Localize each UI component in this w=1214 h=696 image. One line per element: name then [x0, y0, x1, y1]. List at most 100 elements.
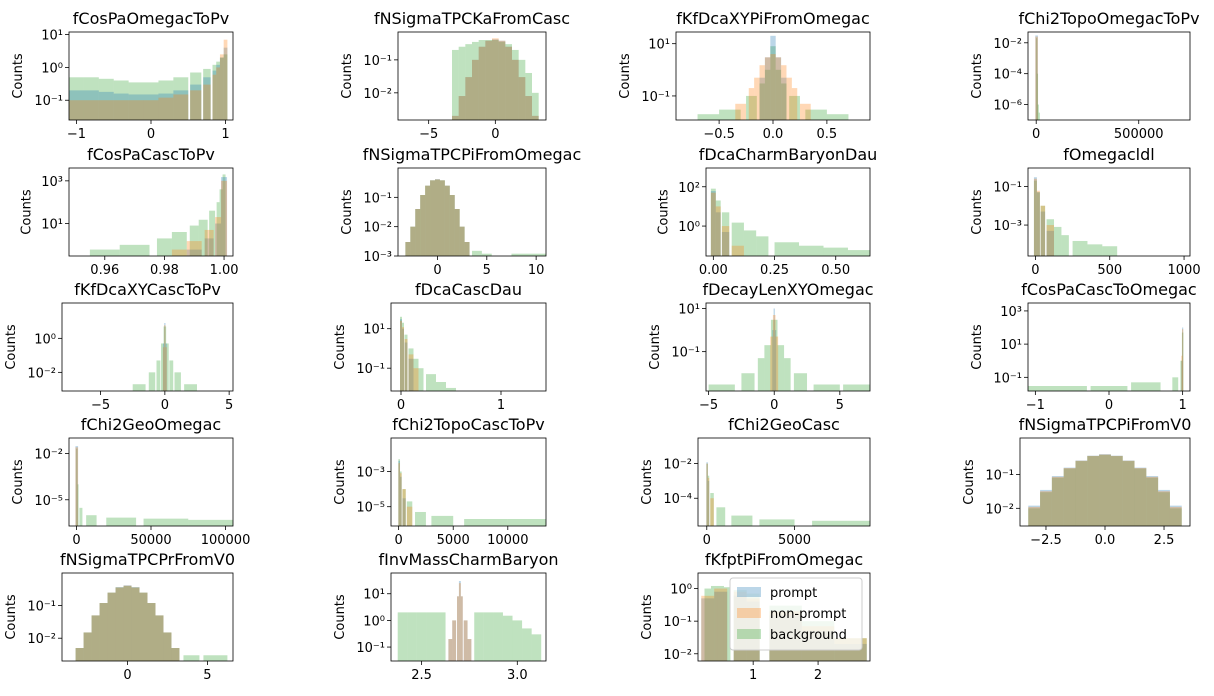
bar-prompt: [1146, 476, 1159, 526]
panel-fChi2GeoCasc: 0 5000 10⁻⁴ 10⁻² fChi2GeoCasc Counts: [640, 415, 871, 548]
bar-non-prompt: [448, 639, 453, 661]
bar-prompt: [91, 615, 100, 661]
y-tick-label: 10⁻³: [993, 219, 1022, 234]
y-axis-label: Counts: [19, 189, 34, 235]
bar-prompt: [1046, 230, 1055, 256]
bar-non-prompt: [706, 463, 708, 526]
bar-non-prompt: [459, 226, 465, 256]
bar-non-prompt: [75, 447, 79, 526]
bar-background: [1180, 360, 1182, 391]
axes-frame: [68, 167, 234, 257]
bar-non-prompt: [123, 585, 132, 661]
bar-background: [502, 615, 513, 661]
panel-title: fCosPaOmegacToPv: [73, 9, 229, 28]
bar-background: [1051, 477, 1064, 526]
bar-prompt: [204, 238, 214, 256]
bar-non-prompt: [710, 498, 714, 526]
axes-frame: [705, 167, 871, 257]
bar-non-prompt: [748, 88, 755, 120]
bar-background: [789, 95, 800, 120]
bar-prompt: [775, 57, 782, 120]
bar-prompt: [203, 77, 211, 120]
bar-prompt: [452, 115, 459, 120]
y-tick-label: 10⁻¹: [993, 371, 1022, 386]
bar-non-prompt: [799, 103, 811, 120]
bar-prompt: [781, 77, 787, 120]
bar-prompt: [425, 185, 431, 256]
bar-prompt: [492, 39, 499, 120]
bar-background: [113, 80, 129, 120]
bar-background: [759, 83, 765, 120]
panel-fDcaCharmBaryonDau: 0.00 0.25 0.50 10⁰ 10² fDcaCharmBaryonDau Coun…: [656, 145, 877, 278]
bar-prompt: [759, 77, 765, 120]
x-tick-label: 0: [397, 398, 405, 413]
bar-background: [174, 372, 181, 391]
x-tick-label: 1000: [1168, 263, 1201, 278]
bar-background: [784, 358, 791, 391]
bar-prompt: [1182, 327, 1184, 391]
panel-fKfDcaXYPiFromOmegac: −0.5 0.0 0.5 10⁻¹ 10¹ fKfDcaXYPiFromOmegac Cou…: [618, 9, 871, 142]
bar-background: [799, 245, 824, 256]
y-tick-label: 10¹: [363, 588, 385, 603]
y-axis-label: Counts: [4, 594, 19, 640]
bar-background: [708, 384, 735, 391]
axes-frame: [1027, 302, 1191, 392]
y-tick-label: 10¹: [648, 38, 670, 53]
bar-background: [83, 632, 92, 661]
y-axis-label: Counts: [970, 53, 985, 99]
bar-prompt: [452, 620, 457, 661]
bar-background: [756, 236, 769, 256]
bar-background: [431, 515, 454, 526]
bar-non-prompt: [512, 59, 519, 120]
x-tick-label: 0: [72, 533, 80, 548]
panel-title: fNSigmaTPCPiFromV0: [1019, 415, 1192, 434]
bar-background: [219, 189, 223, 256]
bar-background: [131, 587, 140, 661]
bar-background: [764, 69, 771, 120]
bar-prompt: [190, 84, 202, 120]
bar-background: [717, 585, 724, 661]
bar-non-prompt: [165, 347, 167, 391]
bar-background: [710, 188, 716, 256]
bar-background: [400, 471, 402, 526]
bar-non-prompt: [458, 96, 466, 120]
panel-fOmegacldl: 0 500 1000 10⁻³ 10⁻¹ fOmegacldl Counts: [970, 145, 1200, 278]
bar-background: [1036, 38, 1038, 120]
y-tick-label: 10⁻²: [363, 221, 392, 236]
axes-frame: [390, 302, 547, 392]
x-tick-label: 1: [749, 668, 757, 683]
bar-non-prompt: [131, 587, 140, 661]
bar-background: [119, 244, 150, 256]
bar-background: [1146, 477, 1159, 526]
bar-background: [435, 612, 446, 661]
bar-prompt: [404, 342, 408, 391]
y-tick-label: 10⁰: [41, 61, 63, 76]
bar-non-prompt: [91, 615, 100, 661]
bar-non-prompt: [1169, 506, 1182, 526]
bar-non-prompt: [458, 583, 461, 661]
bar-background: [426, 374, 436, 391]
bar-background: [405, 242, 411, 256]
bar-non-prompt: [410, 226, 416, 256]
y-tick-label: 10⁻¹: [356, 362, 385, 377]
bar-background: [436, 381, 446, 391]
bar-non-prompt: [413, 368, 419, 391]
panel-fCosPaCascToPv: 0.96 0.98 1.00 10¹ 10³ fCosPaCascToPv Counts: [19, 145, 238, 278]
bar-non-prompt: [460, 596, 463, 661]
bar-prompt: [1181, 360, 1183, 391]
legend-swatch-background: [737, 629, 761, 639]
x-tick-label: 500000: [1114, 127, 1164, 142]
bar-background: [161, 343, 164, 391]
bar-non-prompt: [173, 94, 189, 120]
x-tick-label: 0.0: [1095, 533, 1116, 548]
x-tick-label: 5000: [437, 533, 470, 548]
legend: prompt non-prompt background: [729, 577, 863, 651]
bar-background: [459, 226, 465, 256]
bar-background: [531, 634, 542, 661]
y-tick-label: 10³: [1000, 305, 1022, 320]
bar-background: [1061, 235, 1069, 256]
bar-non-prompt: [1122, 460, 1135, 526]
bar-prompt: [98, 91, 114, 120]
bar-non-prompt: [1146, 476, 1159, 526]
x-tick-label: −5: [419, 127, 438, 142]
